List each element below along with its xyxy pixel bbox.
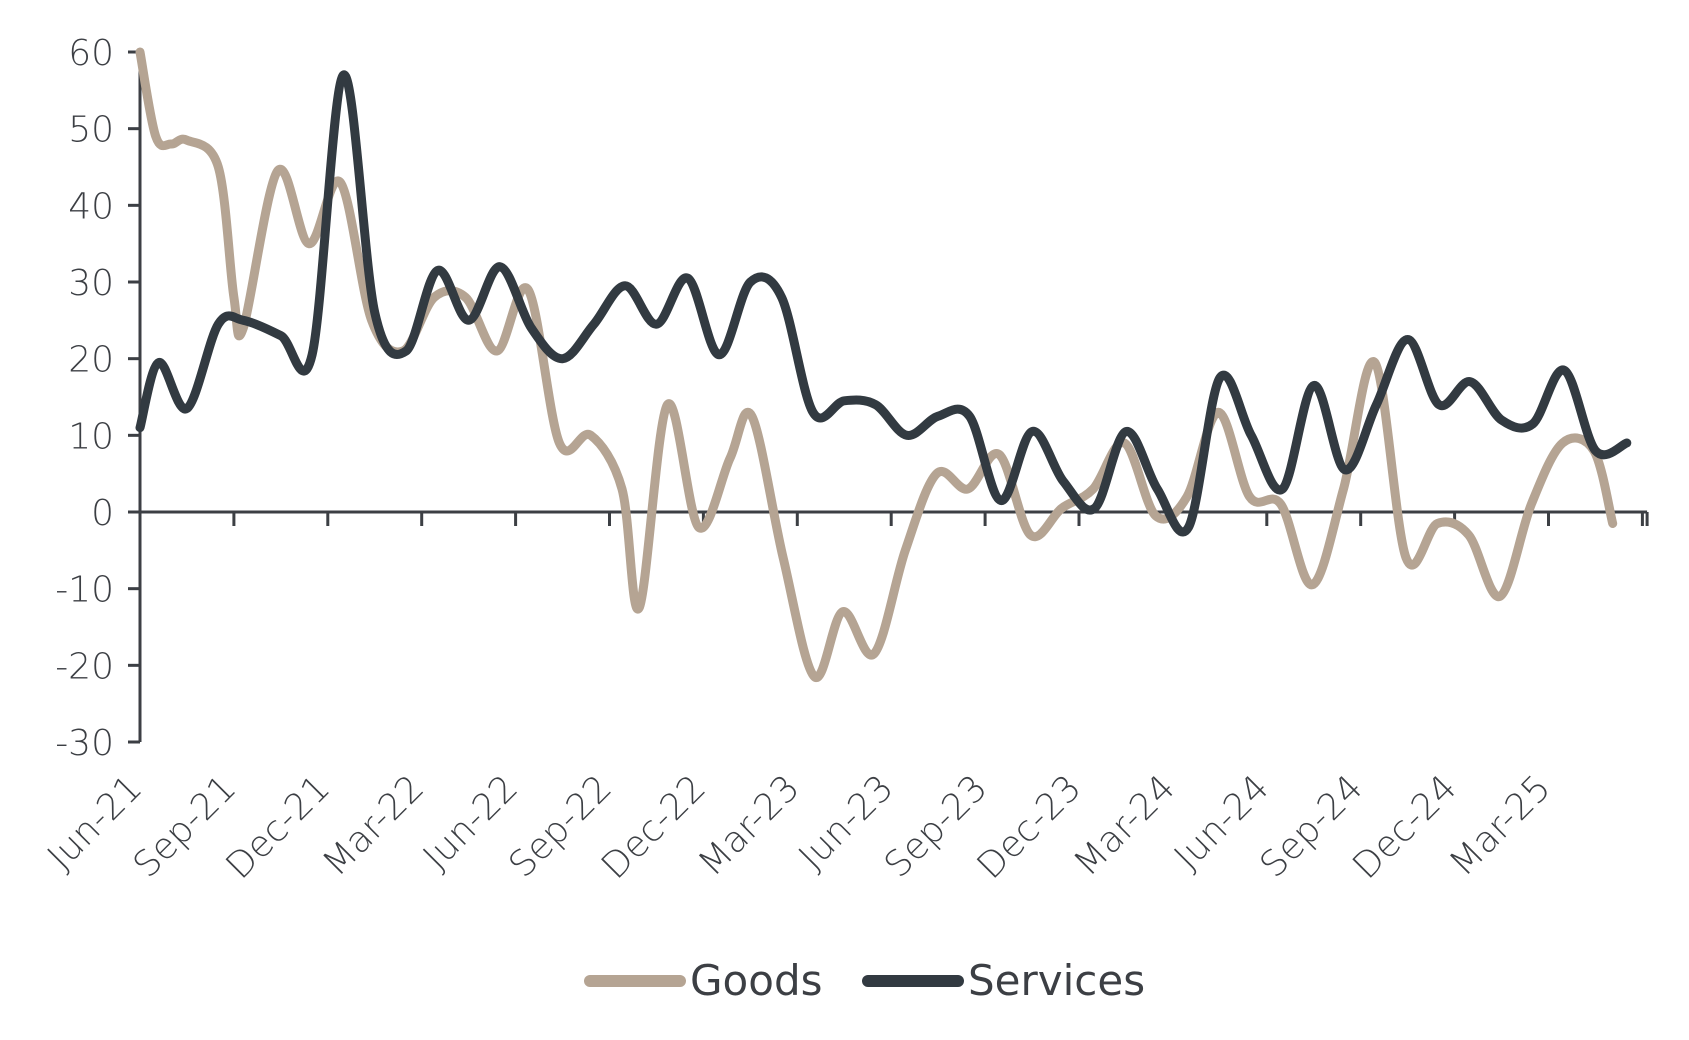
y-tick-label: 60	[68, 33, 114, 74]
y-tick-label: -20	[55, 646, 114, 687]
x-tick-label: Sep-22	[501, 767, 620, 886]
y-tick-label: 20	[68, 340, 114, 381]
series-lines	[135, 47, 1632, 682]
x-tick-label: Mar-22	[315, 767, 432, 884]
x-tick-label: Mar-23	[691, 767, 808, 884]
x-tick-label: Sep-21	[126, 767, 245, 886]
legend-label-goods: Goods	[690, 956, 822, 1005]
x-tick-label: Dec-24	[1345, 767, 1465, 887]
y-tick-label: 40	[68, 186, 114, 227]
y-tick-label: 50	[68, 110, 114, 151]
x-tick-label: Dec-23	[970, 767, 1090, 887]
x-tick-label: Sep-23	[877, 767, 996, 886]
series-line-services	[135, 70, 1632, 537]
x-axis: Jun-21Sep-21Dec-21Mar-22Jun-22Sep-22Dec-…	[40, 510, 1649, 887]
legend: Goods Services	[584, 956, 1145, 1005]
y-tick-label: 10	[68, 416, 114, 457]
y-tick-label: 0	[91, 493, 114, 534]
x-tick-label: Dec-21	[218, 767, 338, 887]
x-tick-label: Dec-22	[594, 767, 714, 887]
y-tick-label: 30	[68, 263, 114, 304]
legend-label-services: Services	[968, 956, 1145, 1005]
y-tick-label: -10	[55, 570, 114, 611]
y-tick-label: -30	[55, 723, 114, 764]
x-tick-label: Mar-25	[1442, 767, 1559, 884]
x-tick-label: Sep-24	[1253, 767, 1372, 886]
y-axis: 60 50 40 30 20 10 0 -10 -20 -30	[55, 33, 142, 764]
x-tick-label: Mar-24	[1066, 767, 1183, 884]
